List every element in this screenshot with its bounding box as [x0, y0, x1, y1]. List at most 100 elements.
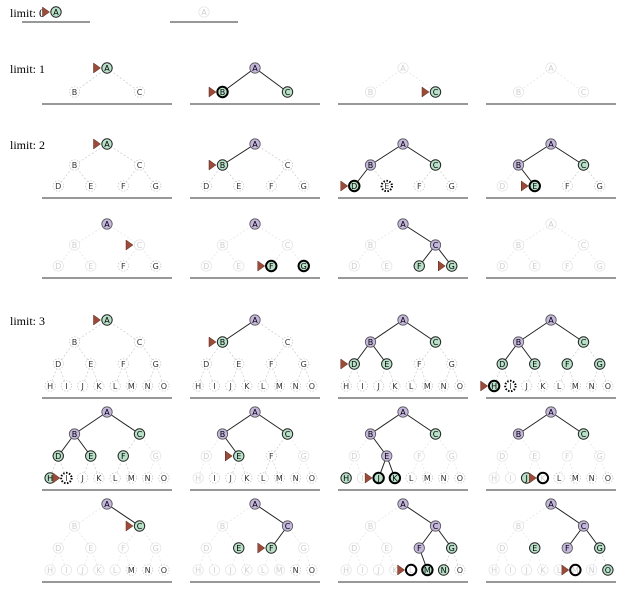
tree-node	[364, 159, 377, 171]
tree-node	[413, 542, 425, 554]
node-label: F	[269, 544, 274, 553]
node-label: L	[557, 474, 562, 483]
current-node-pointer-icon	[208, 159, 217, 171]
tree-node	[421, 472, 433, 484]
current-node-pointer-icon	[125, 520, 134, 532]
tree-node	[561, 180, 573, 192]
tree-node	[44, 380, 56, 392]
node-label: D	[55, 544, 61, 553]
tree-node	[52, 260, 64, 272]
tree-node	[142, 564, 154, 576]
node-label: M	[276, 566, 283, 575]
node-label: M	[424, 382, 431, 391]
tree-node	[413, 180, 425, 192]
node-label: C	[581, 161, 587, 170]
node-label: A	[548, 220, 554, 229]
current-node-pointer-icon	[93, 314, 101, 326]
tree-node	[512, 428, 525, 440]
tree-node	[85, 542, 97, 554]
tree-node	[528, 179, 541, 193]
tree-node	[241, 564, 253, 576]
tree-node	[216, 520, 229, 532]
node-label: B	[72, 161, 78, 170]
node-label: K	[244, 382, 250, 391]
node-label: E	[88, 262, 93, 271]
tree-node	[569, 563, 582, 577]
current-node-pointer-icon	[340, 358, 349, 370]
tree-node	[594, 260, 606, 272]
node-label: F	[417, 182, 422, 191]
node-label: B	[368, 241, 374, 250]
tree-node	[93, 380, 105, 392]
tree-node	[216, 239, 229, 251]
tree-node	[101, 218, 113, 230]
tree-node	[225, 564, 237, 576]
tree-node	[281, 159, 294, 171]
node-label: K	[96, 382, 102, 391]
tree-node	[429, 520, 442, 532]
node-label: L	[113, 474, 118, 483]
tree-node	[85, 358, 97, 370]
tree-node	[437, 564, 450, 576]
node-label: I	[361, 382, 363, 391]
tree-node	[521, 564, 533, 576]
tree-node	[233, 260, 245, 272]
tree-node	[290, 380, 302, 392]
node-label: O	[309, 474, 315, 483]
tree-node	[454, 472, 466, 484]
tree-node	[405, 380, 417, 392]
node-label: F	[121, 544, 126, 553]
node-label: D	[351, 262, 357, 271]
node-label: B	[368, 338, 374, 347]
node-label: G	[597, 360, 603, 369]
tree-node	[512, 336, 525, 348]
tree-edge	[74, 67, 108, 93]
current-node-pointer-icon	[208, 86, 217, 98]
tree-node	[446, 358, 458, 370]
tree-node	[306, 564, 318, 576]
search-tree-panel: A B C D E F G H I J K L M N O	[480, 314, 616, 399]
node-label: E	[384, 360, 389, 369]
tree-edge	[222, 143, 256, 166]
node-label: C	[137, 522, 143, 531]
node-label: L	[557, 382, 562, 391]
tree-node	[429, 86, 442, 98]
tree-edge	[370, 223, 404, 246]
node-label: C	[285, 241, 291, 250]
node-label: F	[417, 452, 422, 461]
tree-node	[529, 450, 541, 462]
tree-node	[233, 542, 245, 554]
tree-edge	[74, 503, 108, 527]
node-label: J	[228, 566, 231, 575]
tree-node	[273, 564, 285, 576]
tree-node	[405, 472, 417, 484]
tree-edge	[402, 503, 436, 527]
node-label: C	[285, 338, 291, 347]
node-label: K	[540, 566, 546, 575]
node-label: B	[220, 522, 226, 531]
tree-node	[109, 564, 121, 576]
node-label: L	[261, 382, 266, 391]
node-label: C	[433, 338, 439, 347]
node-label: D	[499, 182, 505, 191]
tree-node	[133, 86, 146, 98]
node-label: D	[203, 360, 209, 369]
tree-node	[265, 259, 278, 273]
node-label: B	[516, 161, 522, 170]
tree-node	[512, 520, 525, 532]
tree-edge	[106, 143, 140, 166]
tree-node	[545, 218, 557, 230]
tree-node	[602, 472, 614, 484]
tree-node	[569, 472, 581, 484]
tree-node	[133, 239, 146, 251]
search-tree-panel: A B C D E F G	[190, 138, 320, 199]
search-tree-panel: A B C D E F G H I J K L M N O	[190, 314, 320, 399]
tree-node	[216, 336, 229, 348]
tree-node	[216, 428, 229, 440]
tree-node	[117, 450, 129, 462]
node-label: H	[491, 382, 497, 391]
tree-node	[257, 564, 269, 576]
tree-node	[413, 358, 425, 370]
tree-node	[348, 179, 361, 193]
